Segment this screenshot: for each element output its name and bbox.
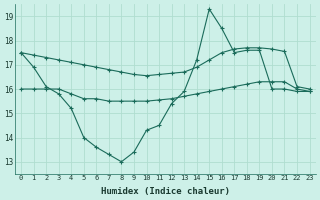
X-axis label: Humidex (Indice chaleur): Humidex (Indice chaleur) — [101, 187, 230, 196]
